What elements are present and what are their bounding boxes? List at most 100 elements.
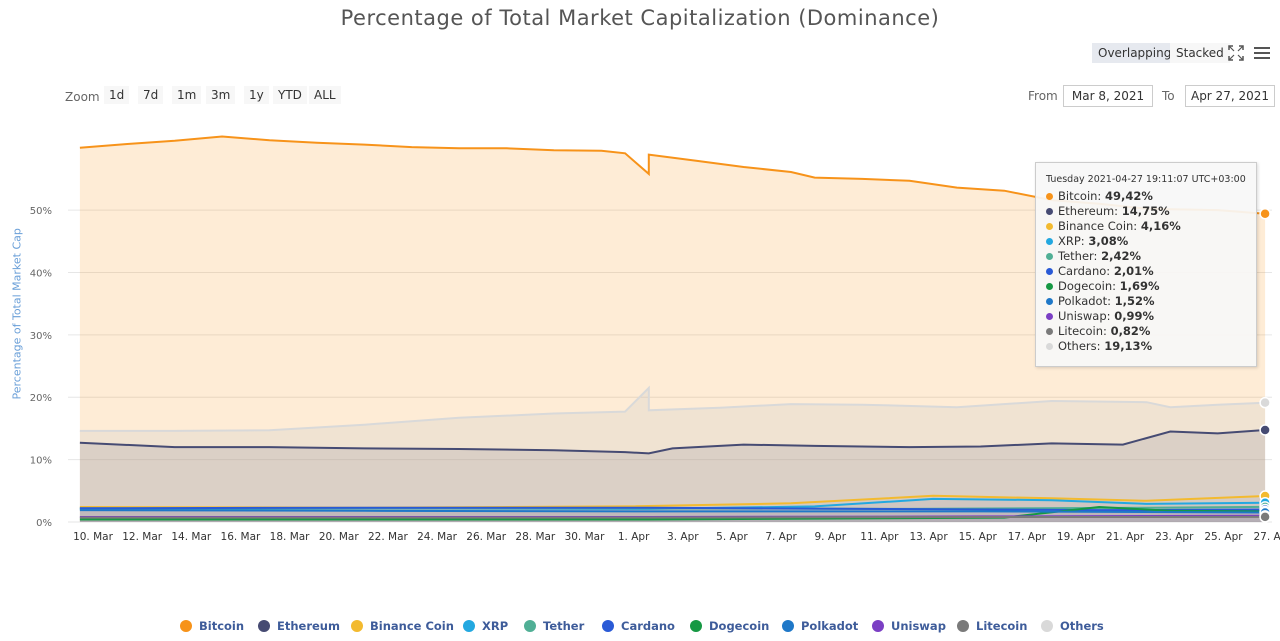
chart-title: Percentage of Total Market Capitalizatio… [340,6,940,30]
legend-item-litecoin[interactable]: Litecoin [957,619,1027,633]
tooltip-series-value: 3,08% [1088,234,1129,248]
legend-label: Binance Coin [370,619,454,633]
tooltip-series-name: XRP: [1058,234,1089,248]
bitcoin-line[interactable] [79,135,1266,215]
to-label: To [1162,89,1175,103]
zoom-all-button[interactable]: ALL [309,86,341,104]
tooltip-row: Binance Coin: 4,16% [1046,219,1256,234]
tooltip-row: Ethereum: 14,75% [1046,204,1256,219]
legend-item-xrp[interactable]: XRP [463,619,508,633]
overlapping-button[interactable]: Overlapping [1092,43,1178,63]
legend-item-polkadot[interactable]: Polkadot [782,619,858,633]
tooltip-series-value: 2,42% [1101,249,1141,263]
legend-item-uniswap[interactable]: Uniswap [872,619,946,633]
legend-label: Litecoin [976,619,1028,633]
tooltip-series-name: Litecoin: [1058,324,1111,338]
tooltip-dot [1046,313,1053,320]
legend-dot [351,620,363,632]
legend-label: XRP [482,619,509,633]
to-date-input[interactable]: Apr 27, 2021 [1185,85,1275,107]
x-tick-label: 1. Apr [618,531,650,543]
x-tick-label: 22. Mar [368,531,409,543]
legend-dot [690,620,702,632]
ethereum-end-marker [1259,424,1271,436]
x-tick-label: 7. Apr [765,531,797,543]
tooltip-row: Bitcoin: 49,42% [1046,189,1256,204]
legend-dot [957,620,969,632]
legend-item-dogecoin[interactable]: Dogecoin [690,619,769,633]
others-line[interactable] [79,385,1266,432]
zoom-7d-button[interactable]: 7d [138,86,164,104]
legend-dot [258,620,270,632]
y-tick-label: 20% [30,393,52,404]
tooltip-row: Tether: 2,42% [1046,249,1256,264]
legend-label: Ethereum [277,619,340,633]
legend-dot [782,620,794,632]
others-end-marker [1259,396,1271,409]
tooltip-dot [1046,238,1053,245]
bitcoin-end-marker [1259,207,1271,220]
from-label: From [1028,89,1058,103]
x-tick-label: 9. Apr [814,531,846,543]
tooltip-series-name: Ethereum: [1058,204,1122,218]
tooltip-dot [1046,283,1053,290]
legend-label: Dogecoin [709,619,770,633]
tooltip-dot [1046,253,1053,260]
legend-label: Tether [543,619,585,633]
x-tick-label: 26. Mar [466,531,507,543]
legend-dot [1041,620,1053,632]
tooltip-series-value: 1,69% [1119,279,1160,293]
tooltip-series-value: 0,82% [1110,324,1151,338]
legend-item-tether[interactable]: Tether [524,619,584,633]
zoom-ytd-button[interactable]: YTD [273,86,307,104]
legend: Bitcoin Ethereum Binance Coin XRP Tether Card… [0,619,1280,637]
legend-dot [524,620,536,632]
legend-item-others[interactable]: Others [1041,619,1104,633]
zoom-1m-button[interactable]: 1m [172,86,202,104]
fullscreen-icon[interactable] [1228,45,1244,65]
polkadot-line[interactable] [79,509,1266,514]
legend-item-binance-coin[interactable]: Binance Coin [351,619,454,633]
legend-item-bitcoin[interactable]: Bitcoin [180,619,244,633]
y-tick-label: 50% [30,206,52,217]
tooltip-row: Cardano: 2,01% [1046,264,1256,279]
tooltip-dot [1046,298,1053,305]
main-chart[interactable]: 0% 10% 20% 30% 40% 50% 10. Mar 12. Mar 14. Mar 1… [0,0,1280,560]
tooltip: Tuesday 2021-04-27 19:11:07 UTC+03:00 Bi… [1035,162,1257,367]
tooltip-row: Polkadot: 1,52% [1046,294,1256,309]
tooltip-series-name: Others: [1058,339,1105,353]
tooltip-series-name: Cardano: [1058,264,1114,278]
x-tick-label: 3. Apr [667,531,699,543]
hamburger-menu-icon[interactable] [1254,47,1270,59]
litecoin-line[interactable] [79,515,1266,519]
x-tick-label: 5. Apr [716,531,748,543]
zoom-1y-button[interactable]: 1y [244,86,269,104]
from-date-input[interactable]: Mar 8, 2021 [1063,85,1153,107]
bitcoin-area [79,136,1266,522]
x-tick-label: 19. Apr [1057,531,1096,543]
x-tick-label: 28. Mar [515,531,556,543]
y-tick-label: 40% [30,268,52,279]
zoom-3m-button[interactable]: 3m [206,86,236,104]
y-tick-label: 0% [36,518,52,529]
tooltip-series-value: 49,42% [1104,189,1153,203]
cardano-line[interactable] [79,506,1266,512]
legend-dot [180,620,192,632]
legend-item-ethereum[interactable]: Ethereum [258,619,340,633]
stacked-button[interactable]: Stacked [1170,43,1230,63]
tooltip-header: Tuesday 2021-04-27 19:11:07 UTC+03:00 [1046,174,1246,185]
tooltip-dot [1046,343,1053,350]
legend-item-cardano[interactable]: Cardano [602,619,675,633]
zoom-1d-button[interactable]: 1d [104,86,130,104]
legend-label: Others [1060,619,1104,633]
tooltip-series-value: 4,16% [1140,219,1181,233]
zoom-label: Zoom [65,90,100,104]
x-tick-label: 23. Apr [1155,531,1194,543]
x-tick-label: 10. Mar [73,531,114,543]
y-tick-label: 10% [30,456,52,467]
tooltip-dot [1046,208,1053,215]
tooltip-row: Uniswap: 0,99% [1046,309,1256,324]
ethereum-line[interactable] [79,429,1266,455]
tooltip-series-name: Polkadot: [1058,294,1115,308]
x-tick-label: 14. Mar [171,531,212,543]
